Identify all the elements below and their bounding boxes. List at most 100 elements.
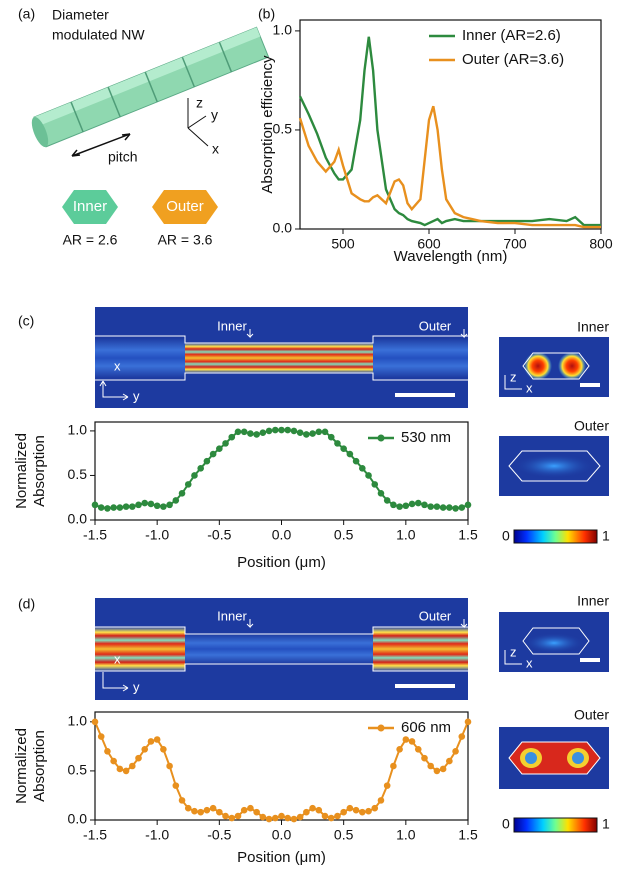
point [97,504,105,511]
x-axis-title: Position (μm) [237,554,326,571]
pitch-label: pitch [108,149,138,165]
colorbar [513,817,598,833]
side-axis: x [526,655,533,670]
point [321,812,329,820]
point [166,501,173,509]
plot-frame [299,19,602,230]
point [303,431,310,438]
point [209,450,217,458]
point [160,503,167,510]
y-tick-label: 0.0 [68,811,88,827]
point [91,501,99,509]
point [408,738,416,745]
y-tick-label: 0.5 [68,762,88,778]
point [390,762,397,770]
x-tick-label: -0.5 [207,527,231,543]
y-tick-label: 0.5 [273,121,293,137]
series-line [298,105,601,229]
panel-label: (c) [18,313,34,329]
point [129,762,136,770]
point [390,501,397,509]
point [197,808,204,816]
point [359,808,366,816]
point [153,736,161,743]
point [427,503,435,510]
y-axis-title: Absorption [31,435,48,507]
point [340,445,347,453]
point [259,429,267,436]
point [365,472,372,479]
x-tick-label: 700 [503,236,527,252]
outer-label: Outer [166,198,204,215]
panel-label: (a) [18,6,35,22]
point [359,465,366,472]
point [446,757,453,765]
point [458,504,466,511]
point [135,501,142,509]
series-line [94,721,469,821]
map-outer: Outer [419,608,452,623]
x-tick-label: 0.0 [272,827,292,843]
point [91,718,99,726]
x-tick-label: 1.5 [458,527,478,543]
side-axis: z [510,644,517,659]
point [365,807,372,815]
colorbar-label: 1 [602,816,610,832]
point [464,501,472,509]
point [135,754,142,762]
side-title: Inner [577,593,609,609]
point [203,806,211,814]
side-title: Inner [577,319,609,335]
series-line [298,36,601,227]
panel-label: (d) [18,596,35,612]
point [197,465,204,472]
y-tick-label: 1.0 [68,422,88,438]
point [104,505,111,512]
point [433,503,441,510]
point [191,472,198,479]
point [110,757,117,765]
x-tick-label: -1.5 [83,827,107,843]
point [247,804,254,812]
legend-marker [377,724,385,732]
point [458,733,466,740]
point [122,503,130,510]
point [309,430,316,437]
point [346,450,354,458]
point [104,747,111,755]
point [122,767,130,775]
point [377,797,385,804]
side-map [499,612,609,672]
point [172,497,180,504]
side-title: Outer [574,707,609,723]
point [271,426,279,434]
point [284,814,292,822]
point [303,808,310,816]
inner-hexagon [62,190,118,224]
point [439,765,447,773]
point [222,812,229,820]
point [452,505,459,512]
point [377,489,385,497]
x-tick-label: -0.5 [207,827,231,843]
point [408,500,416,508]
point [321,428,329,436]
inner-label: Inner [73,198,107,215]
point [110,504,117,511]
point [259,813,267,821]
colorbar-label: 0 [502,528,510,544]
point [414,499,422,507]
side-title: Outer [574,418,609,434]
y-tick-label: 0.0 [273,220,293,236]
point [116,765,124,773]
field-map [95,307,468,408]
y-tick-label: 0.0 [68,511,88,527]
point [141,746,149,753]
point [396,746,403,753]
point [433,767,441,775]
axis-y: y [211,107,218,123]
point [383,497,391,504]
point [271,814,279,822]
point [334,440,341,447]
